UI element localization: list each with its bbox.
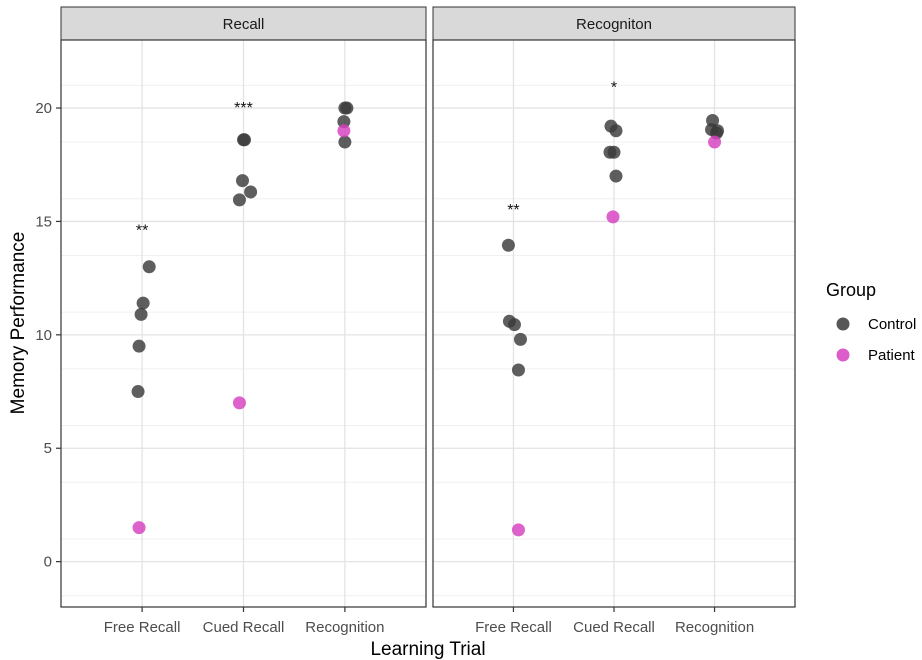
data-point-control [501, 238, 515, 252]
data-point-control [609, 169, 623, 183]
data-point-control [238, 133, 252, 147]
facet-panels: Recall*****Free Recall Cued Recall Recogni… [35, 6, 796, 636]
data-point-control [607, 145, 621, 159]
y-tick-label: 10 [35, 327, 52, 344]
y-tick-label: 20 [35, 100, 52, 117]
panel-2: Recogniton***Free Recall Cued Recall Recog… [432, 6, 796, 636]
data-point-patient [606, 210, 620, 224]
data-point-control [136, 296, 150, 310]
x-tick-label: Cued Recall [573, 619, 655, 636]
x-tick-label: Recognition [675, 619, 754, 636]
panel-1: Recall*****Free Recall Cued Recall Recogni… [35, 6, 427, 636]
legend-label-patient: Patient [868, 347, 916, 364]
data-point-control [609, 124, 623, 138]
y-axis-label: Memory Performance [8, 232, 29, 415]
facet-strip [432, 6, 796, 41]
data-point-control [513, 332, 527, 346]
significance-marker: ** [136, 223, 148, 240]
significance-marker: *** [234, 100, 253, 117]
facet-title: Recall [223, 16, 265, 33]
y-tick-label: 15 [35, 213, 52, 230]
legend-title: Group [826, 280, 876, 300]
data-point-control [244, 185, 258, 199]
data-point-control [235, 174, 249, 188]
data-point-control [338, 135, 352, 149]
x-tick-label: Recognition [305, 619, 384, 636]
x-tick-label: Free Recall [104, 619, 181, 636]
data-point-patient [232, 396, 246, 410]
data-point-patient [511, 523, 525, 537]
facet-title: Recogniton [576, 16, 652, 33]
facet-strip [60, 6, 427, 41]
data-point-control [134, 307, 148, 321]
data-point-patient [132, 521, 146, 535]
data-point-patient [708, 135, 722, 149]
x-tick-label: Free Recall [475, 619, 552, 636]
data-point-control [132, 339, 146, 353]
data-point-control [340, 101, 354, 115]
data-point-control [511, 363, 525, 377]
legend-entries: Control Patient [836, 316, 916, 364]
legend: Group Control Patient [826, 280, 916, 364]
x-tick-label: Cued Recall [203, 619, 285, 636]
significance-marker: ** [507, 202, 519, 219]
data-point-control [507, 318, 521, 332]
x-axis-label: Learning Trial [370, 639, 485, 660]
data-point-control [337, 115, 351, 129]
legend-key-control [836, 317, 850, 331]
data-point-control [142, 260, 156, 274]
significance-marker: * [611, 80, 617, 97]
y-tick-label: 0 [44, 554, 52, 571]
data-point-control [232, 193, 246, 207]
y-tick-label: 5 [44, 440, 52, 457]
data-point-control [131, 385, 145, 399]
legend-label-control: Control [868, 316, 916, 333]
legend-key-patient [836, 348, 850, 362]
data-point-patient [337, 124, 351, 138]
